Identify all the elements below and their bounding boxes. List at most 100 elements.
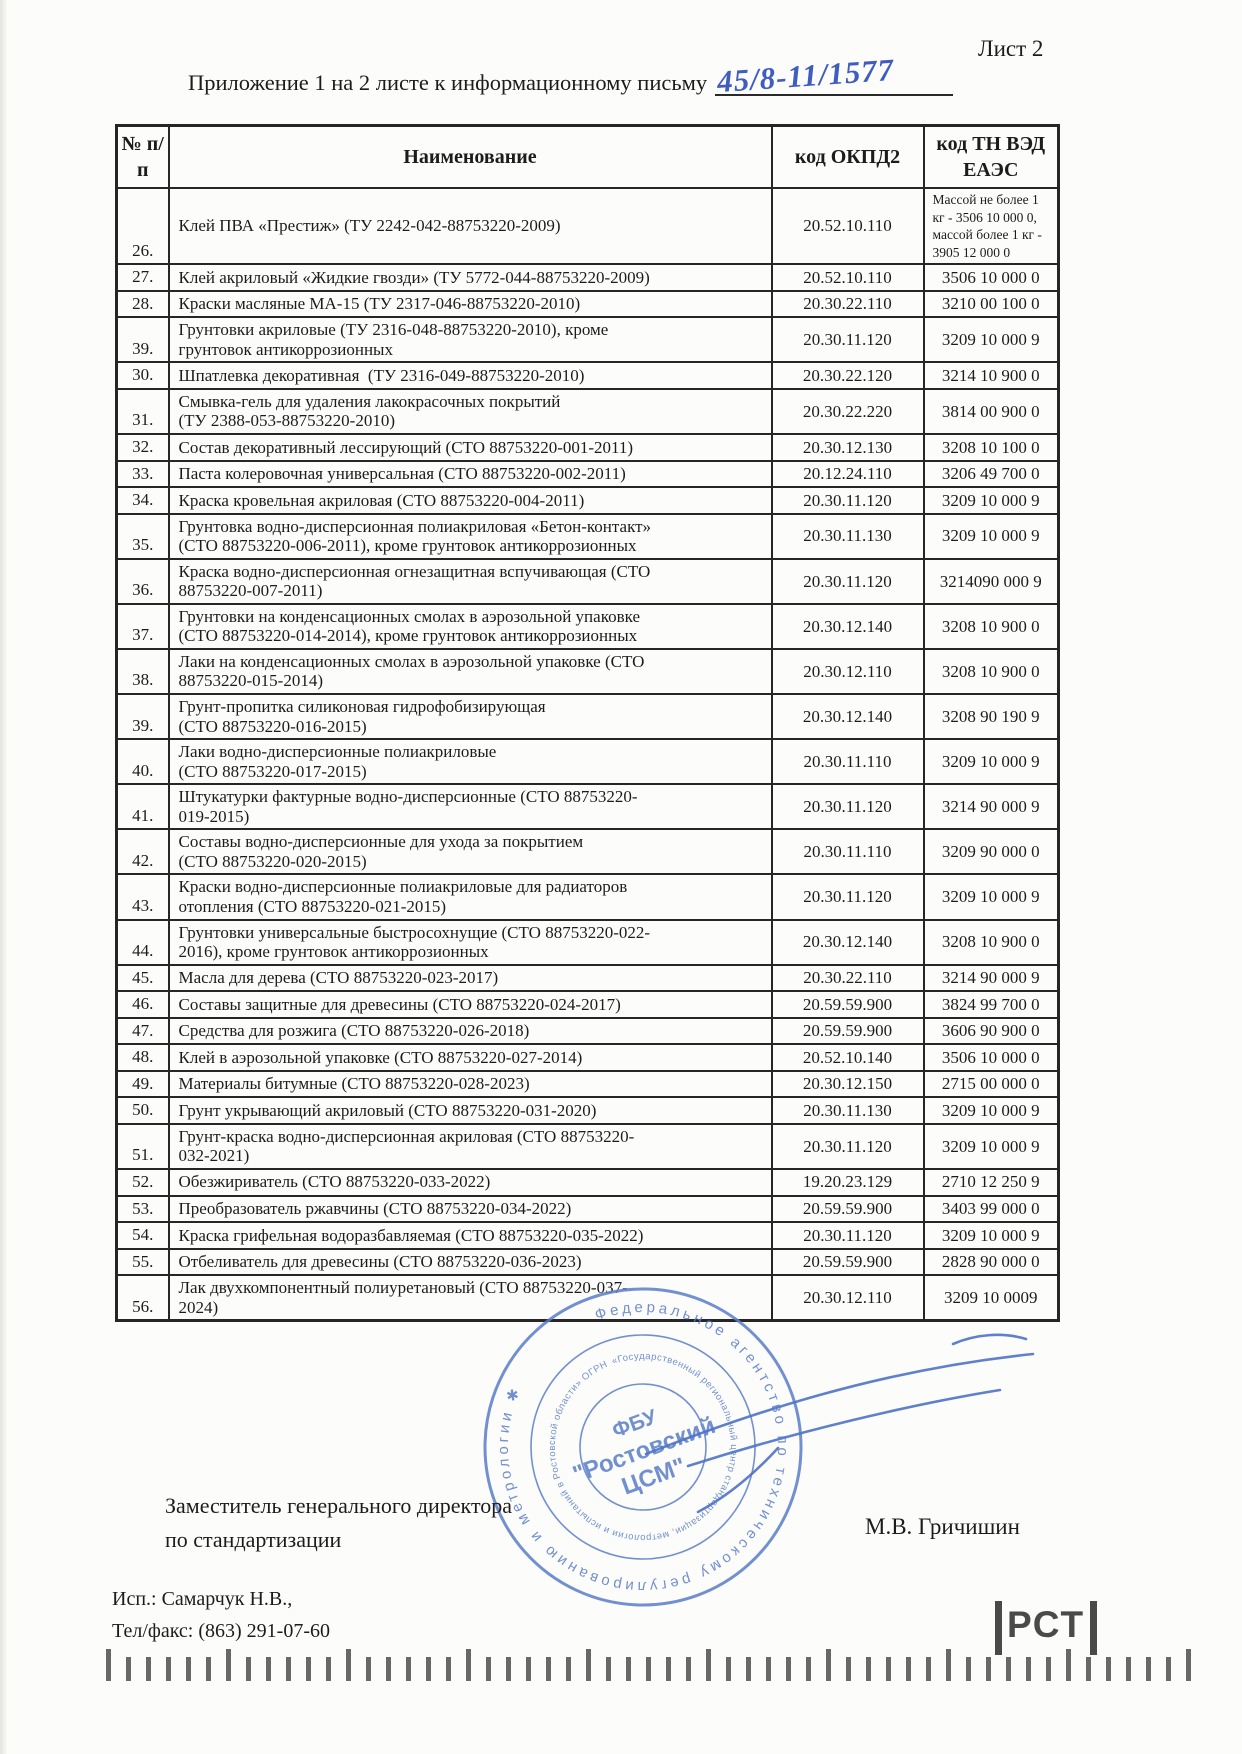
cell-okpd2-code: 19.20.23.129: [770, 1167, 925, 1197]
cell-okpd2-code: 20.12.24.110: [770, 459, 925, 489]
signer-position-line-2: по стандартизации: [165, 1527, 342, 1553]
cell-row-number: 55.: [115, 1247, 170, 1277]
table-row: 30. Шпатлевка декоративная (ТУ 2316-049-…: [115, 361, 1060, 390]
cell-row-number: 54.: [115, 1221, 170, 1250]
cell-okpd2-code: 20.52.10.110: [770, 186, 925, 266]
cell-row-number: 51.: [115, 1122, 170, 1170]
cell-row-number: 30.: [115, 361, 170, 390]
table-row: 42. Составы водно-дисперсионные для уход…: [115, 828, 1060, 876]
cell-tnved-code: 3208 10 900 0: [922, 647, 1060, 696]
cell-row-number: 35.: [115, 512, 170, 560]
cell-row-number: 46.: [115, 990, 170, 1019]
cell-row-number: 33.: [115, 459, 170, 489]
cell-product-name: Штукатурки фактурные водно-дисперсионные…: [167, 783, 773, 831]
cell-product-name: Отбеливатель для древесины (СТО 88753220…: [167, 1247, 773, 1277]
reference-number-underline: 45/8-11/1577: [715, 52, 954, 99]
cell-row-number: 26.: [115, 186, 170, 266]
cell-okpd2-code: 20.52.10.140: [770, 1043, 925, 1072]
table-row: 34. Краска кровельная акриловая (СТО 887…: [115, 486, 1060, 515]
cell-tnved-code: 2828 90 000 0: [922, 1247, 1060, 1277]
cell-okpd2-code: 20.52.10.110: [770, 263, 925, 292]
table-row: 53. Преобразователь ржавчины (СТО 887532…: [115, 1194, 1060, 1224]
cell-product-name: Лаки водно-дисперсионные полиакриловые (…: [167, 738, 773, 786]
cell-row-number: 50.: [115, 1096, 170, 1125]
cell-product-name: Краска водно-дисперсионная огнезащитная …: [167, 557, 773, 605]
cell-row-number: 27.: [115, 263, 170, 292]
table-row: 32. Состав декоративный лессирующий (СТО…: [115, 433, 1060, 462]
cell-product-name: Краска грифельная водоразбавляемая (СТО …: [167, 1221, 773, 1250]
cell-row-number: 56.: [115, 1274, 170, 1322]
cell-okpd2-code: 20.30.11.120: [770, 1221, 925, 1250]
cell-tnved-code: 3209 10 000 9: [922, 873, 1060, 921]
cell-row-number: 28.: [115, 289, 170, 319]
table-row: 44. Грунтовки универсальные быстросохнущ…: [115, 918, 1060, 966]
cell-okpd2-code: 20.30.12.130: [770, 433, 925, 462]
column-header-okpd2: код ОКПД2: [770, 124, 925, 189]
cell-tnved-code: 3209 10 000 9: [922, 1122, 1060, 1170]
table-row: 28. Краски масляные МА-15 (ТУ 2317-046-8…: [115, 289, 1060, 319]
cell-okpd2-code: 20.30.12.140: [770, 693, 925, 741]
signer-position-block: Заместитель генерального директора по ст…: [165, 1489, 512, 1557]
executor-name-line: Исп.: Самарчук Н.В.,: [112, 1588, 293, 1610]
cell-product-name: Краски водно-дисперсионные полиакриловые…: [167, 873, 773, 921]
cell-row-number: 45.: [115, 963, 170, 993]
cell-product-name: Грунтовки универсальные быстросохнущие (…: [167, 918, 773, 966]
cell-okpd2-code: 20.59.59.900: [770, 990, 925, 1019]
table-row: 26. Клей ПВА «Престиж» (ТУ 2242-042-8875…: [115, 186, 1060, 266]
bottom-tick-ruler: [106, 1645, 1192, 1681]
signer-name: М.В. Гричишин: [865, 1514, 1020, 1539]
cell-product-name: Лаки на конденсационных смолах в аэрозол…: [167, 647, 773, 696]
table-row: 52. Обезжириватель (СТО 88753220-033-202…: [115, 1167, 1060, 1197]
cell-okpd2-code: 20.30.11.120: [770, 873, 925, 921]
cell-tnved-code: Массой не более 1 кг - 3506 10 000 0, ма…: [922, 186, 1060, 266]
cell-row-number: 31.: [115, 387, 170, 436]
cell-product-name: Краски масляные МА-15 (ТУ 2317-046-88753…: [167, 289, 773, 319]
table-row: 39. Грунт-пропитка силиконовая гидрофоби…: [115, 693, 1060, 741]
cell-row-number: 53.: [115, 1194, 170, 1224]
column-header-name: Наименование: [167, 124, 773, 189]
cell-product-name: Средства для розжига (СТО 88753220-026-2…: [167, 1016, 773, 1046]
cell-row-number: 39.: [115, 693, 170, 741]
table-header-row: № п/п Наименование код ОКПД2 код ТН ВЭД …: [115, 124, 1060, 189]
cell-okpd2-code: 20.30.11.130: [770, 1096, 925, 1125]
rst-mark-left-bar: [995, 1601, 1002, 1655]
cell-product-name: Паста колеровочная универсальная (СТО 88…: [167, 459, 773, 489]
table-row: 45. Масла для дерева (СТО 88753220-023-2…: [115, 963, 1060, 993]
table-row: 51. Грунт-краска водно-дисперсионная акр…: [115, 1122, 1060, 1170]
cell-product-name: Клей ПВА «Престиж» (ТУ 2242-042-88753220…: [167, 186, 773, 266]
cell-tnved-code: 3214 90 000 9: [922, 783, 1060, 831]
cell-product-name: Клей акриловый «Жидкие гвозди» (ТУ 5772-…: [167, 263, 773, 292]
cell-tnved-code: 2715 00 000 0: [922, 1069, 1060, 1099]
cell-okpd2-code: 20.30.12.140: [770, 918, 925, 966]
table-row: 43. Краски водно-дисперсионные полиакрил…: [115, 873, 1060, 921]
table-row: 41. Штукатурки фактурные водно-дисперсио…: [115, 783, 1060, 831]
cell-product-name: Обезжириватель (СТО 88753220-033-2022): [167, 1167, 773, 1197]
cell-okpd2-code: 20.30.12.110: [770, 647, 925, 696]
cell-product-name: Грунт-пропитка силиконовая гидрофобизиру…: [167, 693, 773, 741]
sheet-number-label: Лист 2: [978, 36, 1044, 61]
cell-product-name: Составы водно-дисперсионные для ухода за…: [167, 828, 773, 876]
table-row: 31. Смывка-гель для удаления лакокрасочн…: [115, 387, 1060, 436]
cell-row-number: 41.: [115, 783, 170, 831]
table-row: 40. Лаки водно-дисперсионные полиакрилов…: [115, 738, 1060, 786]
cell-tnved-code: 3209 90 000 0: [922, 828, 1060, 876]
cell-okpd2-code: 20.59.59.900: [770, 1247, 925, 1277]
appendix-title-text: Приложение 1 на 2 листе к информационном…: [188, 70, 708, 95]
cell-product-name: Масла для дерева (СТО 88753220-023-2017): [167, 963, 773, 993]
table-row: 27. Клей акриловый «Жидкие гвозди» (ТУ 5…: [115, 263, 1060, 292]
table-row: 37. Грунтовки на конденсационных смолах …: [115, 602, 1060, 650]
cell-row-number: 42.: [115, 828, 170, 876]
cell-row-number: 36.: [115, 557, 170, 605]
cell-tnved-code: 3209 10 000 9: [922, 1096, 1060, 1125]
cell-row-number: 37.: [115, 602, 170, 650]
cell-okpd2-code: 20.30.11.120: [770, 486, 925, 515]
cell-product-name: Грунт укрывающий акриловый (СТО 88753220…: [167, 1096, 773, 1125]
cell-row-number: 38.: [115, 647, 170, 696]
cell-tnved-code: 2710 12 250 9: [922, 1167, 1060, 1197]
cell-product-name: Грунт-краска водно-дисперсионная акрилов…: [167, 1122, 773, 1170]
cell-tnved-code: 3209 10 000 9: [922, 1221, 1060, 1250]
column-header-num: № п/п: [115, 124, 170, 189]
cell-tnved-code: 3208 10 900 0: [922, 918, 1060, 966]
cell-tnved-code: 3209 10 000 9: [922, 486, 1060, 515]
